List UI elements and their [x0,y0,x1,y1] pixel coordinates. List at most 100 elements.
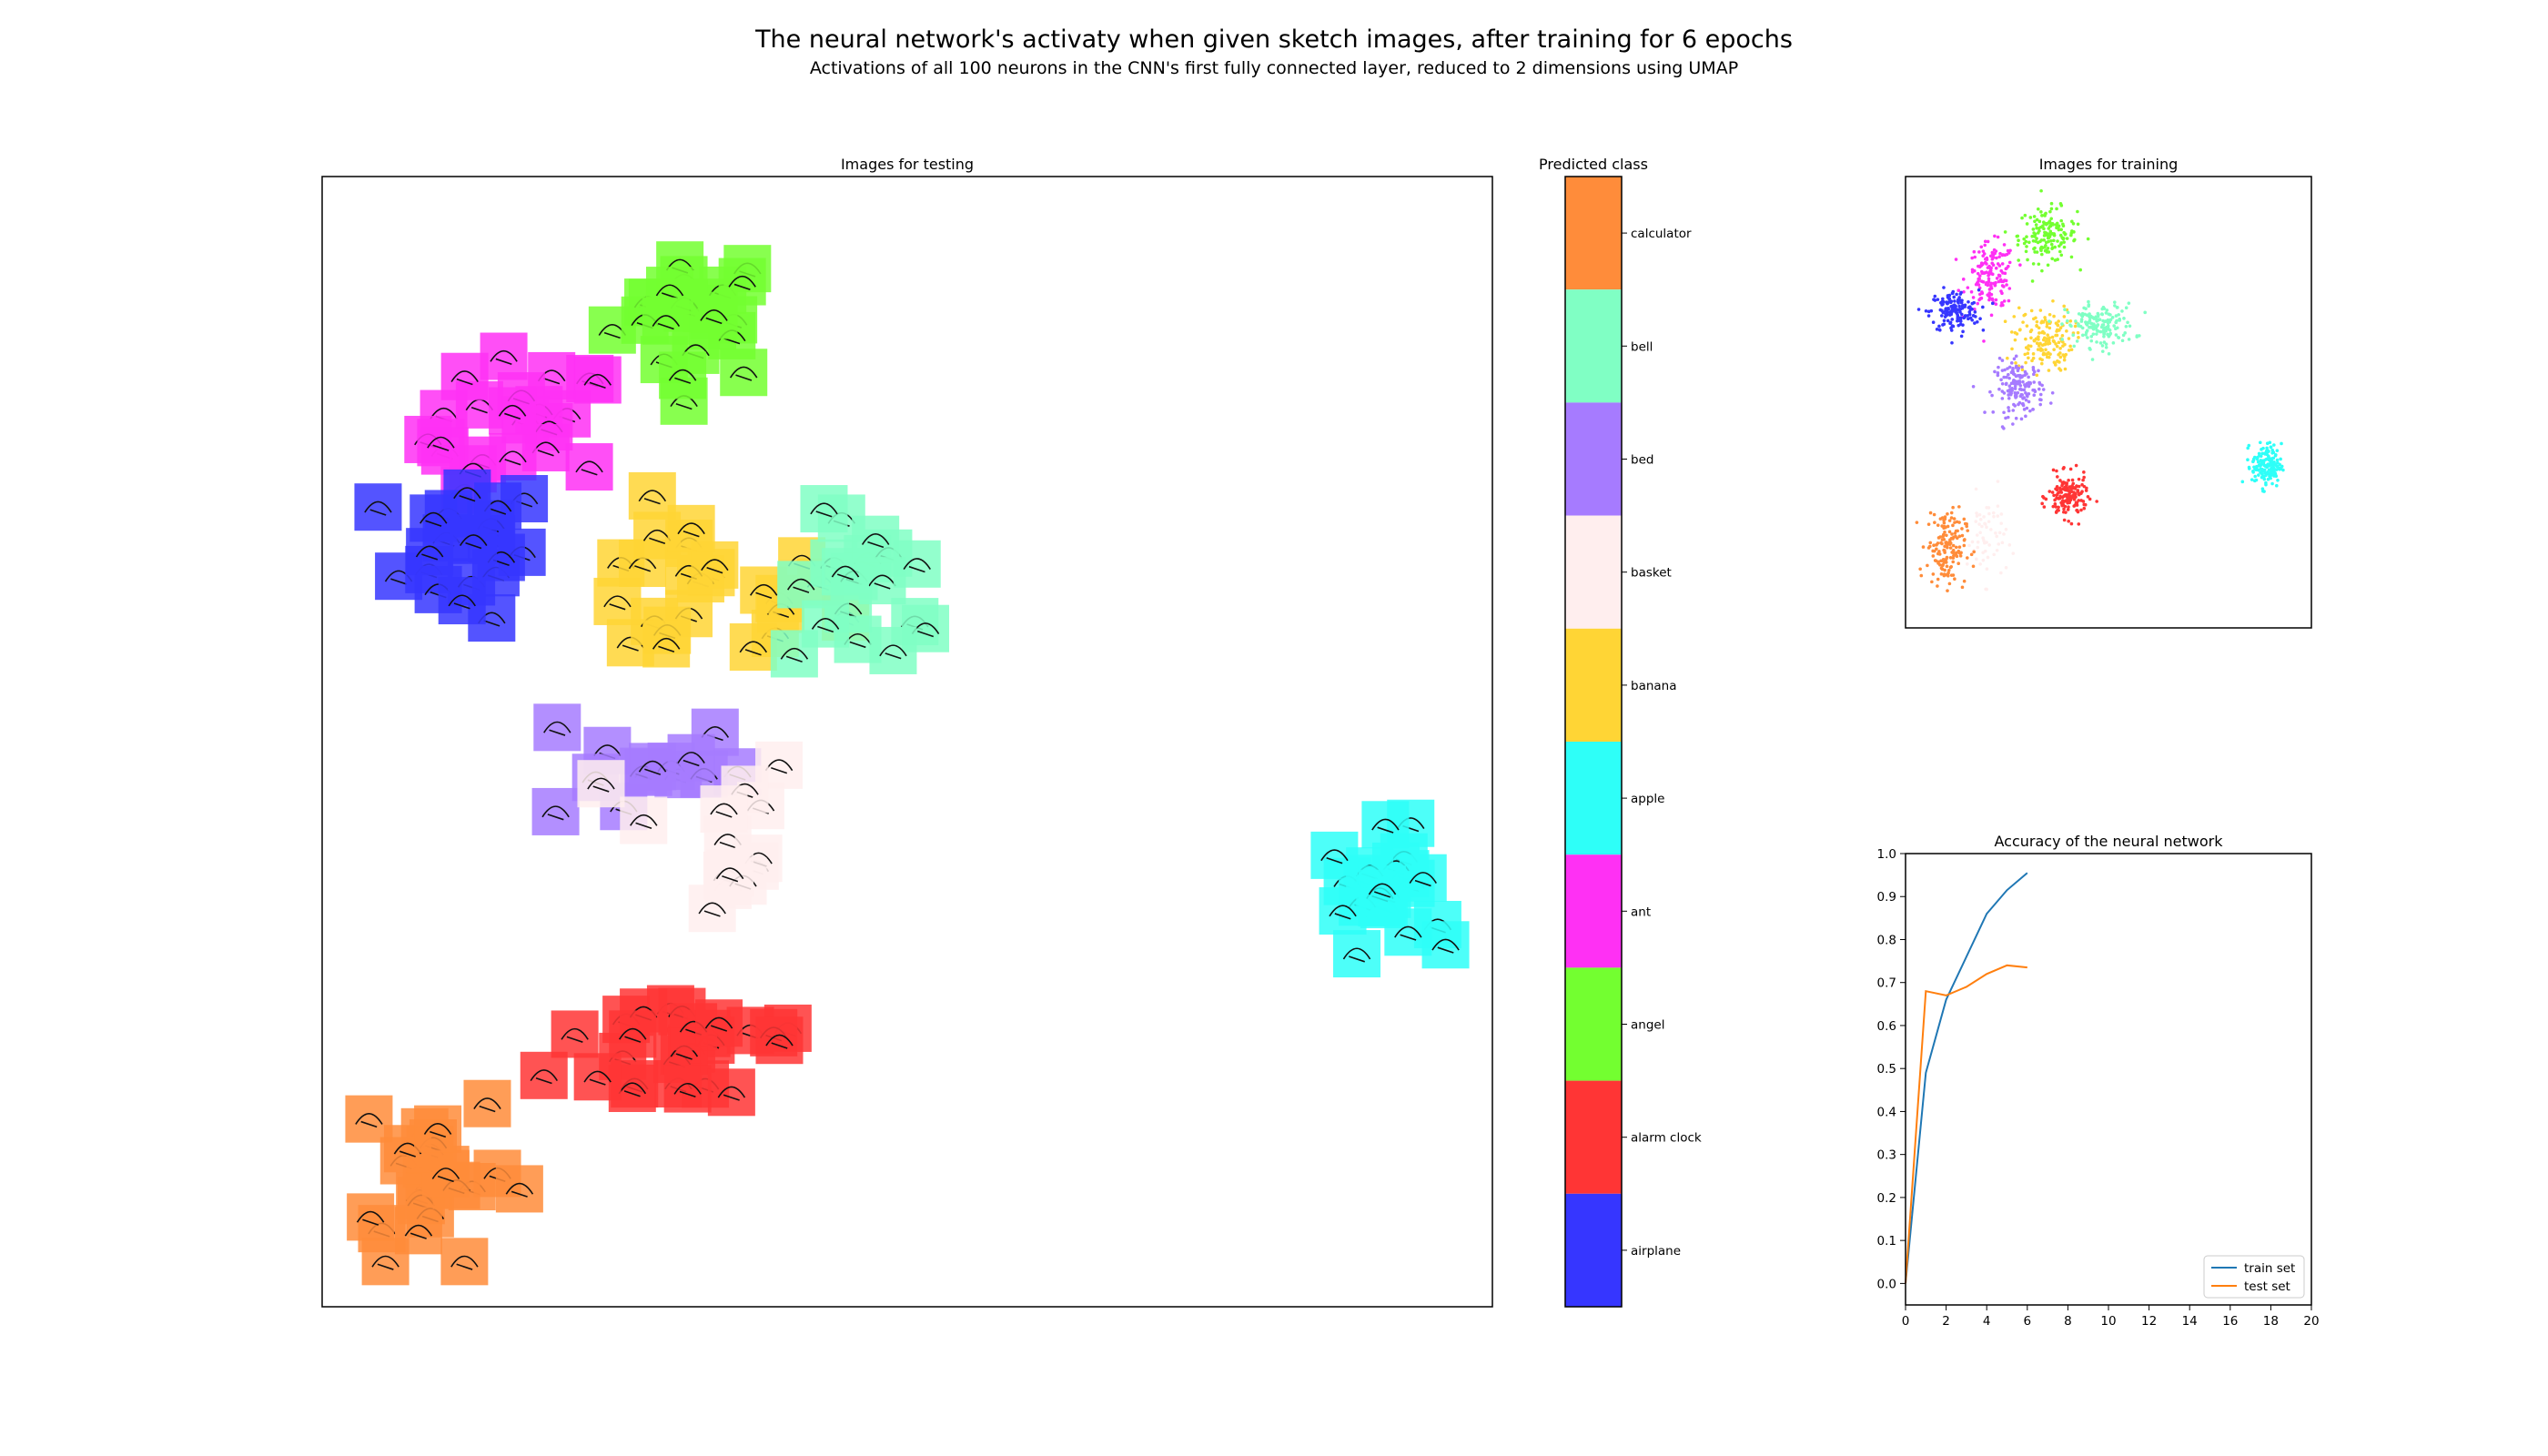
colorbar-segment-airplane [1565,1193,1622,1307]
train-point [2013,384,2017,389]
train-point [1949,565,1954,569]
train-point [1948,320,1953,325]
train-point [2041,494,2045,499]
train-point [2061,510,2066,514]
train-point [2086,237,2090,241]
train-point [1985,258,1989,261]
train-point [2035,217,2039,222]
train-point [2265,446,2269,450]
train-point [1956,288,1961,293]
train-point [2260,475,2265,479]
train-point [2031,352,2036,356]
train-point [2002,532,2006,536]
train-point [1997,255,2001,259]
train-point [1990,393,1994,398]
train-point [1976,301,1980,306]
train-point [2061,237,2066,241]
train-point [2260,448,2263,451]
colorbar-frame [1564,176,1623,1308]
train-point [2014,361,2017,365]
train-point [1968,308,1973,311]
train-point [1948,538,1952,541]
train-point [2075,509,2079,512]
train-point [1945,555,1949,560]
train-point [2052,314,2056,318]
train-point [1979,245,1984,249]
train-point [2117,335,2120,339]
train-point [2269,445,2273,450]
train-point [2102,326,2107,330]
train-point [2031,407,2035,411]
train-point [2258,440,2262,445]
train-point [1939,572,1944,576]
train-point [2023,352,2027,357]
train-point [1926,314,1931,318]
train-point [1947,297,1951,301]
train-point [1977,250,1981,254]
train-point [1966,529,1970,532]
train-point [1981,551,1985,555]
train-point [2108,331,2113,336]
train-point [1962,538,1967,542]
train-point [1957,296,1961,299]
train-point [2270,470,2273,474]
train-point [2046,263,2050,268]
x-tick-label: 12 [2141,1314,2157,1329]
train-point [1990,257,1995,261]
train-point [2060,322,2064,326]
train-point [2012,372,2017,377]
train-point [2057,340,2061,345]
train-point [1931,572,1936,576]
train-point [1957,521,1961,524]
train-point [2037,219,2042,224]
test-thumbnail [489,387,537,435]
train-point [2254,478,2259,482]
train-point [2062,245,2067,249]
train-point [2095,500,2098,503]
train-point [2082,475,2086,480]
test-thumbnail [440,352,489,400]
test-thumbnail [577,760,625,808]
train-point [2049,242,2054,247]
train-point [2090,358,2095,361]
train-point [2005,375,2008,379]
train-point [2272,467,2277,471]
y-tick-label: 0.9 [1877,890,1896,905]
train-point [2049,238,2053,243]
train-point [1990,297,1995,301]
train-point [1954,545,1958,550]
train-point [2274,483,2279,488]
train-point [1985,541,1988,544]
train-point [1983,243,1987,248]
train-point [2025,245,2028,248]
train-point [1996,235,2000,239]
train-point [2105,308,2109,312]
train-point [2058,347,2062,350]
train-point [2066,487,2069,491]
train-point [2091,332,2096,336]
train-point [2056,239,2059,243]
train-point [2030,234,2035,238]
train-point [1949,309,1953,313]
train-point [2058,355,2063,359]
train-point [1948,555,1953,560]
train-point [2106,318,2110,322]
train-point [2041,388,2046,391]
train-point [2030,279,2035,283]
train-point [1980,524,1984,529]
train-point [1973,255,1977,259]
y-tick-label: 0.4 [1877,1105,1896,1119]
train-point [2060,338,2064,341]
train-point [2076,209,2079,214]
test-thumbnail [354,483,402,531]
train-point [2080,314,2085,318]
train-point [2013,330,2017,335]
train-point [2062,507,2066,511]
train-point [2098,341,2103,345]
train-point [2027,356,2030,360]
train-point [2075,339,2079,343]
train-point [2084,489,2088,492]
y-tick-label: 0.0 [1877,1277,1896,1291]
train-point [2014,416,2018,420]
train-point [1998,251,2002,256]
